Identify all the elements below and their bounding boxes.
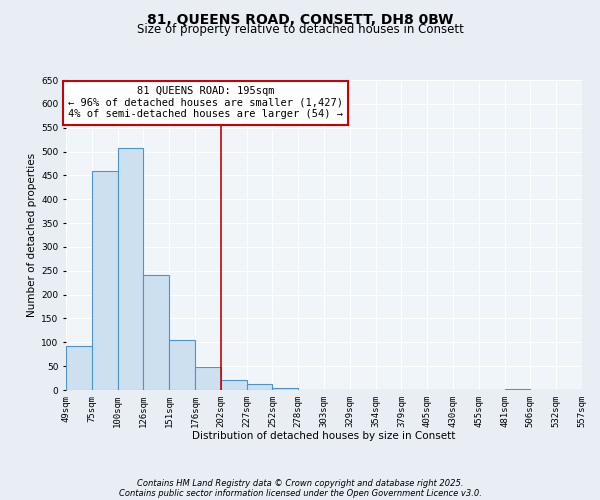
Text: 81, QUEENS ROAD, CONSETT, DH8 0BW: 81, QUEENS ROAD, CONSETT, DH8 0BW bbox=[147, 12, 453, 26]
X-axis label: Distribution of detached houses by size in Consett: Distribution of detached houses by size … bbox=[193, 432, 455, 442]
Bar bbox=[247, 384, 272, 390]
Bar bbox=[92, 170, 118, 390]
Text: 81 QUEENS ROAD: 195sqm
← 96% of detached houses are smaller (1,427)
4% of semi-d: 81 QUEENS ROAD: 195sqm ← 96% of detached… bbox=[68, 86, 343, 120]
Bar bbox=[169, 340, 195, 390]
Bar bbox=[118, 148, 143, 390]
Text: Contains public sector information licensed under the Open Government Licence v3: Contains public sector information licen… bbox=[119, 488, 481, 498]
Text: Size of property relative to detached houses in Consett: Size of property relative to detached ho… bbox=[137, 22, 463, 36]
Bar bbox=[143, 274, 169, 390]
Bar bbox=[221, 380, 247, 390]
Bar bbox=[505, 389, 530, 390]
Bar bbox=[66, 346, 92, 390]
Bar bbox=[195, 367, 221, 390]
Y-axis label: Number of detached properties: Number of detached properties bbox=[27, 153, 37, 317]
Bar bbox=[272, 388, 298, 390]
Text: Contains HM Land Registry data © Crown copyright and database right 2025.: Contains HM Land Registry data © Crown c… bbox=[137, 478, 463, 488]
